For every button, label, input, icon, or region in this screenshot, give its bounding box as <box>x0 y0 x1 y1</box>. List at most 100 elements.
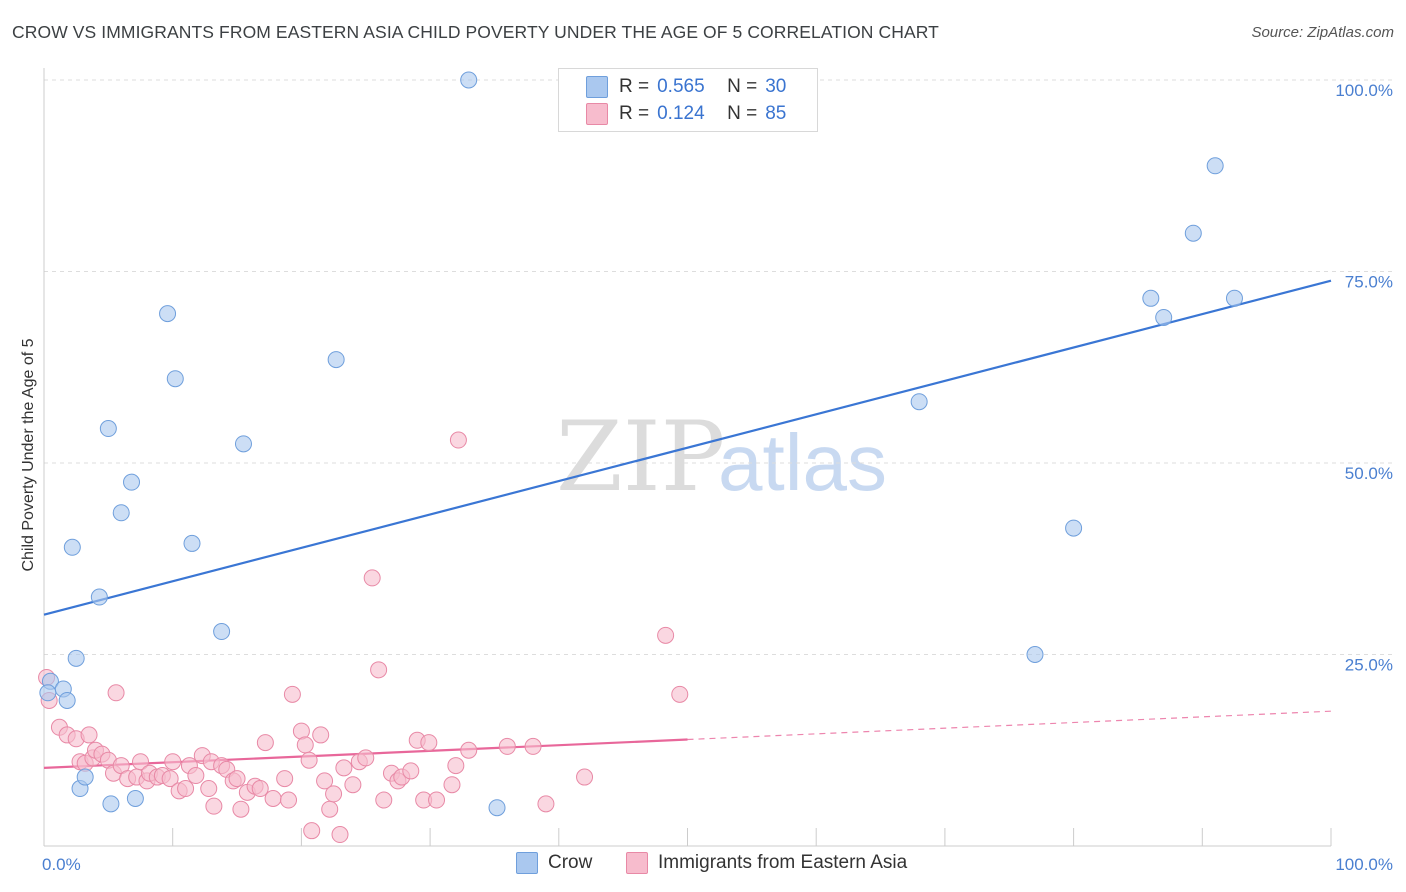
legend-row-immigrants: R = 0.124 N = 85 <box>586 102 787 126</box>
series-legend-crow[interactable]: Crow <box>516 852 592 874</box>
point <box>576 768 594 786</box>
point <box>80 726 98 744</box>
point <box>280 791 298 809</box>
trend-line <box>43 279 1332 616</box>
series-label-crow: Crow <box>548 852 593 873</box>
point <box>344 776 362 794</box>
series-swatch-crow <box>516 852 538 874</box>
point <box>232 800 250 818</box>
point <box>251 780 269 798</box>
gridlines <box>44 79 1392 655</box>
correlation-legend: R = 0.565 N = 30 R = 0.124 N = 85 <box>558 68 818 132</box>
legend-swatch-immigrants <box>586 103 608 125</box>
point <box>428 791 446 809</box>
series-swatch-immigrants <box>626 852 648 874</box>
point <box>76 768 94 786</box>
point <box>187 767 205 785</box>
legend-r-value: 0.565 <box>657 76 705 97</box>
point <box>460 71 478 89</box>
point <box>443 776 461 794</box>
point <box>283 685 301 703</box>
axes <box>43 68 1332 847</box>
point <box>264 790 282 808</box>
point <box>107 684 125 702</box>
point <box>276 770 294 788</box>
point <box>90 588 108 606</box>
point <box>205 797 223 815</box>
point <box>123 473 141 491</box>
point <box>183 534 201 552</box>
point <box>671 685 689 703</box>
tick-labels: 25.0% 50.0% 75.0% 100.0% 0.0% 100.0% <box>42 81 1393 874</box>
point <box>161 770 179 788</box>
point <box>447 757 465 775</box>
point <box>321 800 339 818</box>
y-tick-label: 100.0% <box>1335 81 1393 100</box>
point <box>524 737 542 755</box>
x-tick-label: 100.0% <box>1335 855 1393 874</box>
series-legend: Crow Immigrants from Eastern Asia <box>0 852 1406 878</box>
point <box>327 351 345 369</box>
point <box>312 726 330 744</box>
point <box>1206 157 1224 175</box>
point <box>402 762 420 780</box>
point <box>1142 289 1160 307</box>
y-tick-label: 50.0% <box>1345 464 1393 483</box>
point <box>657 626 675 644</box>
point <box>449 431 467 449</box>
point <box>910 393 928 411</box>
point <box>1184 224 1202 242</box>
point <box>200 780 218 798</box>
point <box>498 737 516 755</box>
point <box>67 649 85 667</box>
point <box>325 785 343 803</box>
data-points <box>38 71 1243 844</box>
point <box>164 753 182 771</box>
legend-n-label: N = <box>727 103 758 124</box>
y-axis-title: Child Poverty Under the Age of 5 <box>20 338 37 571</box>
watermark-zip: ZIP <box>556 401 725 513</box>
legend-n-label: N = <box>727 76 758 97</box>
legend-n-value: 85 <box>765 103 787 124</box>
point <box>537 795 555 813</box>
point <box>228 770 246 788</box>
point <box>375 791 393 809</box>
chart-title: CROW VS IMMIGRANTS FROM EASTERN ASIA CHI… <box>12 22 939 42</box>
point <box>126 790 144 808</box>
x-tick-label: 0.0% <box>42 855 81 874</box>
legend-r-value: 0.124 <box>657 103 705 124</box>
point <box>357 749 375 767</box>
trend-line-extension <box>687 710 1332 741</box>
point <box>370 661 388 679</box>
point <box>112 504 130 522</box>
point <box>63 538 81 556</box>
legend-r-label: R = <box>619 76 650 97</box>
point <box>99 420 117 438</box>
point <box>1225 289 1243 307</box>
point <box>39 684 57 702</box>
series-legend-immigrants[interactable]: Immigrants from Eastern Asia <box>626 852 907 874</box>
point <box>316 772 334 790</box>
point <box>331 826 349 844</box>
legend-row-crow: R = 0.565 N = 30 <box>586 75 787 99</box>
point <box>303 822 321 840</box>
legend-swatch-crow <box>586 76 608 98</box>
point <box>335 759 353 777</box>
point <box>177 780 195 798</box>
point <box>363 569 381 587</box>
point <box>102 795 120 813</box>
point <box>256 734 274 752</box>
point <box>213 623 231 641</box>
legend-n-value: 30 <box>765 76 787 97</box>
point <box>1155 308 1173 326</box>
point <box>420 734 438 752</box>
watermark: ZIP atlas <box>556 401 887 513</box>
y-tick-label: 25.0% <box>1345 656 1393 675</box>
point <box>300 751 318 769</box>
point <box>460 741 478 759</box>
point <box>58 691 76 709</box>
point <box>234 435 252 453</box>
point <box>166 370 184 388</box>
point <box>159 305 177 323</box>
